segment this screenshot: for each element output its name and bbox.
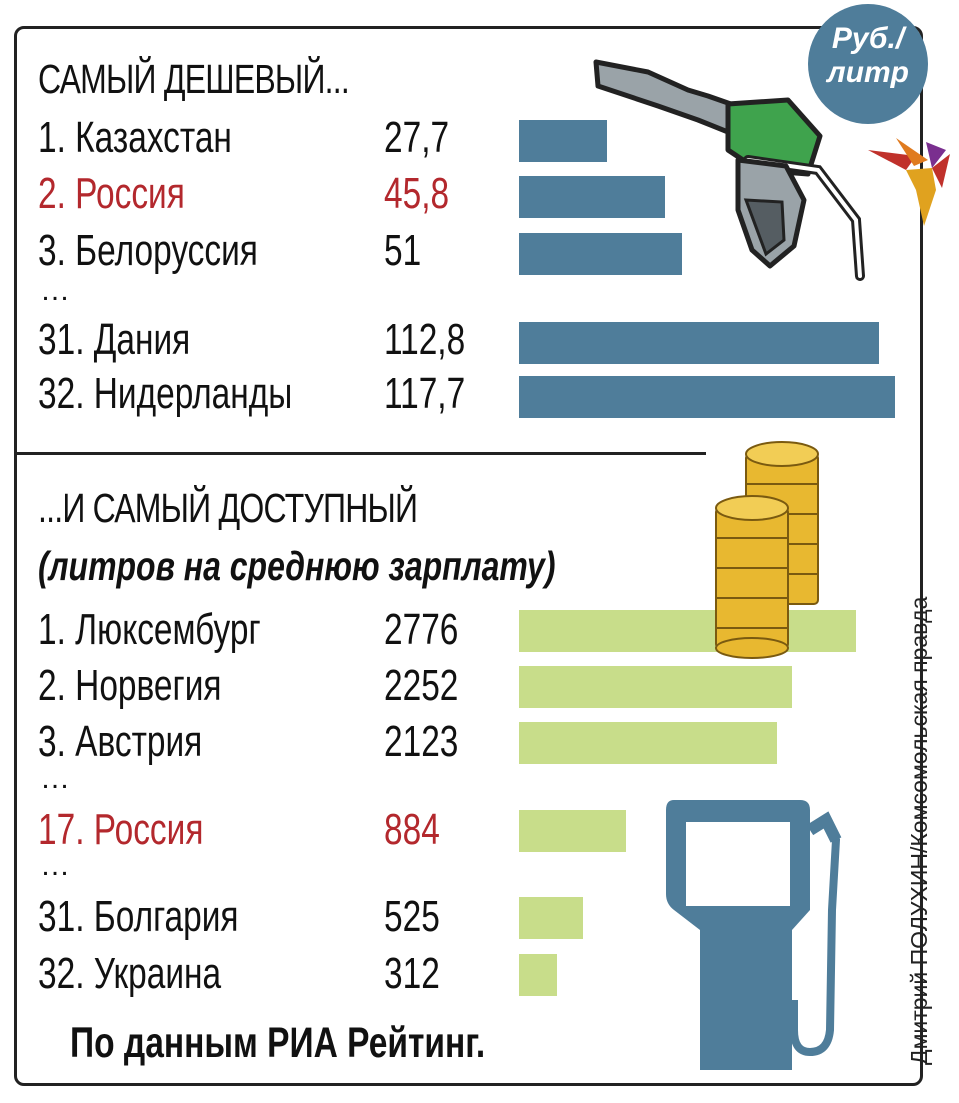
row-label: 17. Россия [38, 805, 204, 854]
row-value-label: 117,7 [384, 369, 466, 418]
photo-credit: Дмитрий ПОЛУХИН/Комсомольская правда [906, 596, 932, 1065]
ellipsis-separator: … [40, 274, 70, 307]
row-label: 32. Украина [38, 949, 222, 998]
infographic-frame [14, 26, 923, 1086]
section2-title: ...И САМЫЙ ДОСТУПНЫЙ [38, 485, 418, 531]
bar [519, 376, 895, 418]
bar [519, 954, 557, 996]
row-value-label: 312 [384, 949, 440, 998]
bar [519, 120, 607, 162]
row-value-label: 27,7 [384, 113, 450, 162]
row-value-label: 884 [384, 805, 440, 854]
bar [519, 233, 682, 275]
section-divider [14, 452, 706, 455]
row-value-label: 525 [384, 892, 440, 941]
bar [519, 176, 665, 218]
row-label: 1. Казахстан [38, 113, 232, 162]
row-value-label: 2252 [384, 661, 459, 710]
row-value-label: 51 [384, 226, 422, 275]
unit-badge-line2: литр [827, 56, 909, 89]
unit-badge: Руб./ литр [808, 4, 928, 124]
row-label: 2. Норвегия [38, 661, 222, 710]
row-label: 1. Люксембург [38, 605, 261, 654]
bar [519, 810, 626, 852]
row-label: 2. Россия [38, 169, 185, 218]
bar [519, 722, 777, 764]
source-footer: По данным РИА Рейтинг. [70, 1019, 486, 1067]
fuel-pump-icon [666, 800, 842, 1070]
bar [519, 666, 792, 708]
bar [519, 322, 879, 364]
row-label: 31. Дания [38, 315, 191, 364]
bar [519, 897, 583, 939]
row-label: 3. Белоруссия [38, 226, 258, 275]
unit-badge-line1: Руб./ [831, 22, 905, 55]
row-label: 3. Австрия [38, 717, 203, 766]
ellipsis-separator: … [40, 849, 70, 882]
row-value-label: 45,8 [384, 169, 450, 218]
fuel-nozzle-icon [593, 59, 865, 281]
row-value-label: 2123 [384, 717, 459, 766]
ellipsis-separator: … [40, 762, 70, 795]
section2-subtitle: (литров на среднюю зарплату) [38, 543, 556, 589]
bar [519, 610, 856, 652]
section1-title: САМЫЙ ДЕШЕВЫЙ... [38, 56, 350, 102]
row-label: 31. Болгария [38, 892, 239, 941]
coins-icon [715, 441, 819, 659]
row-value-label: 112,8 [384, 315, 466, 364]
row-label: 32. Нидерланды [38, 369, 293, 418]
row-value-label: 2776 [384, 605, 459, 654]
bird-logo-icon [868, 138, 950, 226]
